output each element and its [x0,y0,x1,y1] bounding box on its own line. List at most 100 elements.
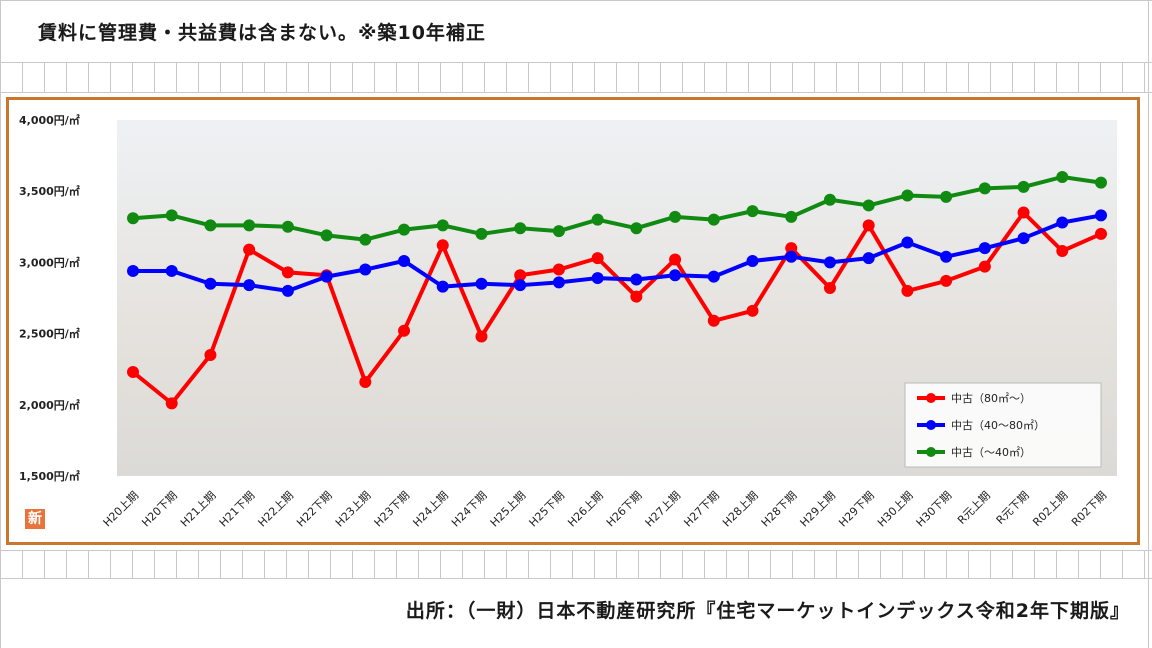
data-point [243,279,256,292]
x-tick-label: H30上期 [875,489,916,530]
data-point [1095,227,1107,240]
x-tick-label: H28上期 [720,489,761,530]
data-point [1017,180,1030,193]
x-tick-label: H29下期 [836,489,877,530]
data-point [552,225,565,238]
x-tick-label: H26上期 [565,489,606,530]
x-tick-label: H24上期 [410,489,451,530]
data-point [862,199,875,212]
data-point [320,229,333,242]
data-point [514,269,527,282]
data-point [1056,170,1069,183]
data-point [359,263,372,276]
data-point [978,242,991,255]
x-tick-label: H29上期 [798,489,839,530]
data-point [127,212,139,225]
data-point [630,222,643,235]
data-point [243,243,256,256]
data-point [901,189,914,202]
x-tick-label: R02下期 [1069,489,1109,529]
data-point [901,284,914,297]
data-point [165,397,178,410]
line-chart: 1,500円/㎡ 2,000円/㎡ 2,500円/㎡ 3,000円/㎡ 3,500円/㎡… [19,113,1117,530]
data-point [165,209,178,222]
x-tick-label: H24下期 [449,489,490,530]
data-point [475,227,488,240]
data-point [475,277,488,290]
legend-label: 中古（80㎡～） [951,392,1031,405]
x-tick-label: H22下期 [294,489,335,530]
data-point [475,330,488,343]
data-point [127,366,139,379]
data-point [204,219,217,232]
x-tick-label: H26下期 [604,489,645,530]
legend-marker [926,447,936,457]
data-point [1095,176,1107,189]
data-point [591,213,604,226]
data-point [243,219,256,232]
data-point [630,290,643,303]
new-badge-icon: 新 [25,509,45,529]
data-point [1017,232,1030,245]
data-point [281,266,294,279]
data-point [785,250,798,263]
data-point [436,280,449,293]
y-tick-label: 1,500円/㎡ [19,469,80,483]
data-point [785,242,798,255]
x-tick-label: H20上期 [101,489,142,530]
data-point [978,260,991,273]
x-tick-label: H27下期 [681,489,722,530]
data-point [591,252,604,265]
y-tick-label: 4,000円/㎡ [19,113,80,127]
data-point [940,274,953,287]
data-point [359,233,372,246]
data-point [127,264,139,277]
data-point [514,279,527,292]
x-tick-label: H27上期 [643,489,684,530]
x-tick-label: H25上期 [488,489,529,530]
rent-note: 賃料に管理費・共益費は含まない。※築10年補正 [38,22,486,44]
data-point [398,254,411,267]
data-point [901,236,914,249]
chart-frame: 1,500円/㎡ 2,000円/㎡ 2,500円/㎡ 3,000円/㎡ 3,500円/㎡… [6,97,1140,545]
y-tick-label: 2,500円/㎡ [19,327,80,341]
x-tick-label: H22上期 [255,489,296,530]
source-note: 出所：（一財）日本不動産研究所『住宅マーケットインデックス令和2年下期版』 [405,600,1130,622]
data-point [862,219,875,232]
x-tick-label: R元上期 [955,489,993,527]
data-point [436,239,449,252]
x-tick-label: R元下期 [994,489,1032,527]
data-point [630,273,643,286]
legend-marker [926,420,936,430]
data-point [669,253,682,266]
data-point [320,270,333,283]
legend-label: 中古（40～80㎡） [951,419,1045,432]
data-point [514,222,527,235]
data-point [1056,216,1069,229]
legend-label: 中古（～40㎡） [951,446,1031,459]
data-point [669,269,682,282]
data-point [281,284,294,297]
data-point [1056,245,1069,258]
data-point [940,250,953,263]
x-tick-label: H28下期 [759,489,800,530]
data-point [204,277,217,290]
data-point [746,205,759,218]
data-point [552,276,565,289]
x-tick-label: R02上期 [1030,489,1070,529]
data-point [746,304,759,317]
data-point [398,324,411,337]
data-point [707,314,720,327]
data-point [978,182,991,195]
data-point [746,254,759,267]
data-point [204,348,217,361]
y-tick-label: 3,000円/㎡ [19,255,80,269]
data-point [591,272,604,285]
x-tick-label: H30下期 [914,489,955,530]
data-point [359,376,372,389]
data-point [785,210,798,223]
data-point [436,219,449,232]
data-point [669,210,682,223]
data-point [707,270,720,283]
data-point [1095,209,1107,222]
